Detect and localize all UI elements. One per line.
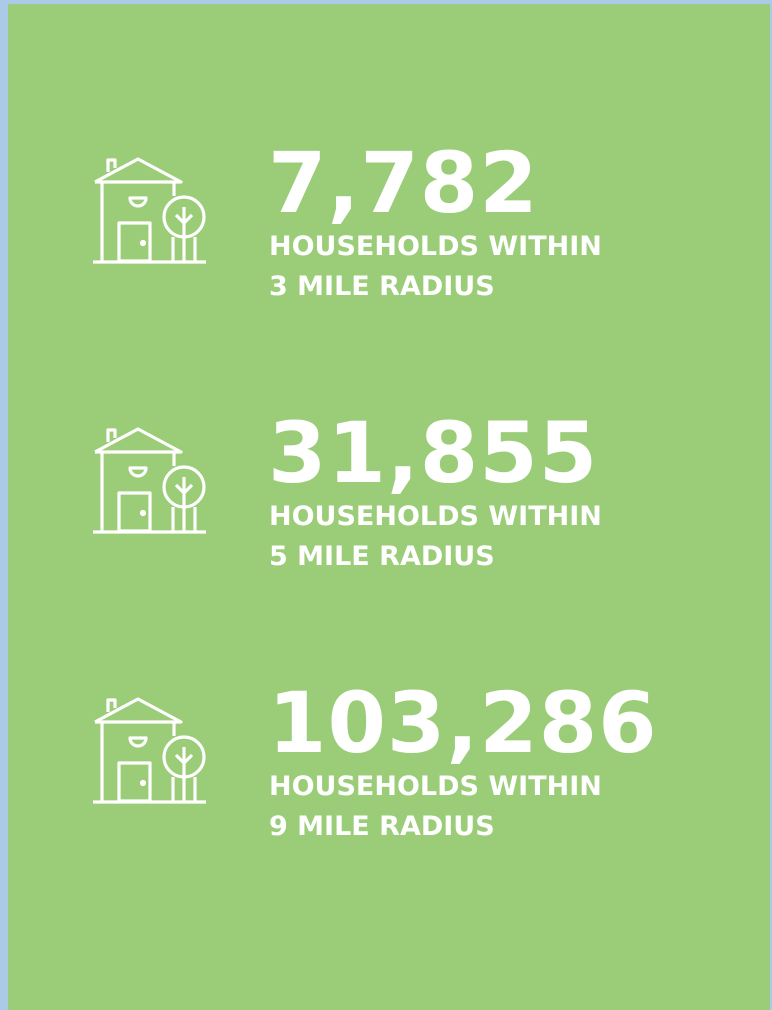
house-icon <box>93 427 208 534</box>
stat-label-line: HOUSEHOLDS WITHIN <box>269 231 602 262</box>
stat-number: 7,782 <box>268 134 539 232</box>
stat-row: 7,782 HOUSEHOLDS WITHIN 3 MILE RADIUS <box>8 134 770 355</box>
panel: 7,782 HOUSEHOLDS WITHIN 3 MILE RADIUS 31,85… <box>8 4 770 1010</box>
stat-label: HOUSEHOLDS WITHIN 3 MILE RADIUS <box>269 227 602 307</box>
stat-label-line: 3 MILE RADIUS <box>269 271 495 302</box>
stat-number: 103,286 <box>268 674 658 772</box>
stat-label: HOUSEHOLDS WITHIN 5 MILE RADIUS <box>269 497 602 577</box>
house-icon <box>93 697 208 804</box>
stat-label: HOUSEHOLDS WITHIN 9 MILE RADIUS <box>269 767 602 847</box>
stat-label-line: 9 MILE RADIUS <box>269 811 495 842</box>
house-icon <box>93 157 208 264</box>
stat-row: 103,286 HOUSEHOLDS WITHIN 9 MILE RADIUS <box>8 674 770 895</box>
stat-label-line: 5 MILE RADIUS <box>269 541 495 572</box>
stat-row: 31,855 HOUSEHOLDS WITHIN 5 MILE RADIUS <box>8 404 770 625</box>
stat-label-line: HOUSEHOLDS WITHIN <box>269 501 602 532</box>
stat-number: 31,855 <box>268 404 599 502</box>
stat-label-line: HOUSEHOLDS WITHIN <box>269 771 602 802</box>
